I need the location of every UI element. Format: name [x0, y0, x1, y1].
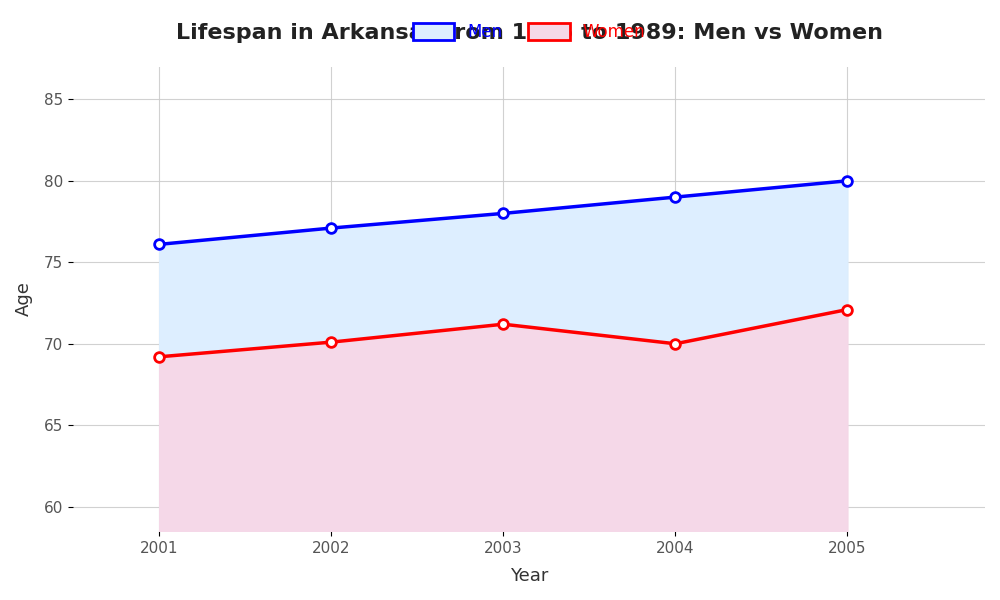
X-axis label: Year: Year: [510, 567, 548, 585]
Title: Lifespan in Arkansas from 1965 to 1989: Men vs Women: Lifespan in Arkansas from 1965 to 1989: …: [176, 23, 883, 43]
Y-axis label: Age: Age: [15, 281, 33, 316]
Legend: Men, Women: Men, Women: [404, 14, 654, 50]
